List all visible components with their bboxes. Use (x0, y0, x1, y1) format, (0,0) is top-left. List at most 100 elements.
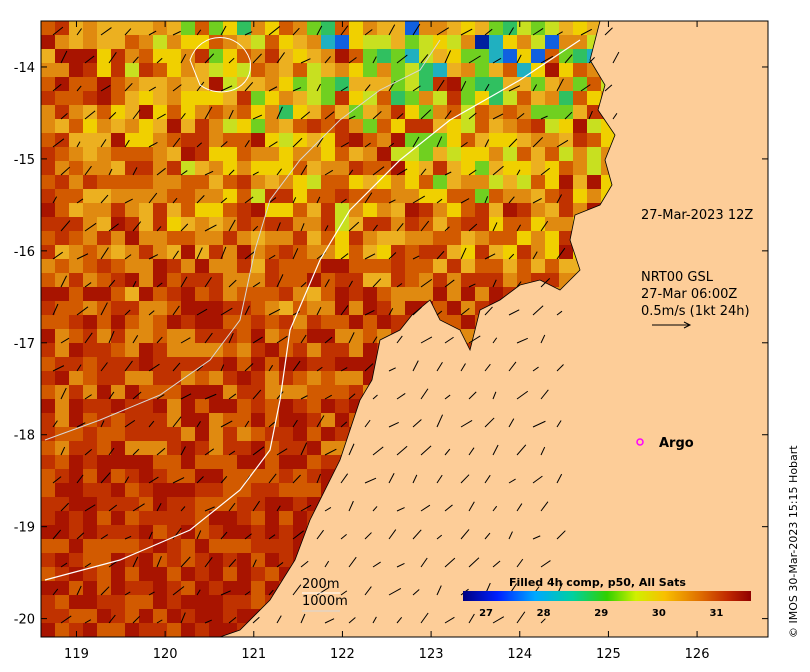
current-vector (556, 194, 563, 204)
sst-pixel (503, 259, 517, 273)
sst-pixel (307, 161, 321, 175)
current-vector (340, 421, 348, 428)
sst-pixel (279, 133, 293, 147)
sst-pixel (377, 287, 391, 301)
current-vector (292, 87, 302, 92)
current-vector (540, 446, 546, 456)
sst-pixel (55, 343, 69, 357)
current-vector (468, 55, 481, 64)
sst-pixel (55, 329, 69, 343)
current-vector (100, 420, 105, 428)
y-tick-label: -16 (14, 245, 35, 260)
current-vector (316, 473, 321, 484)
sst-pixel (139, 133, 153, 147)
sst-pixel (279, 371, 293, 385)
sst-pixel (195, 595, 209, 609)
current-vector (420, 336, 433, 344)
sst-pixel (209, 105, 223, 119)
sst-pixel (405, 231, 419, 245)
current-vector (396, 445, 408, 456)
sst-pixel (195, 147, 209, 161)
sst-pixel (111, 497, 125, 511)
current-vector (148, 420, 155, 428)
sst-pixel (307, 217, 321, 231)
contour-1000m-label: 1000m (302, 594, 348, 609)
sst-pixel (251, 245, 265, 259)
sst-pixel (335, 273, 349, 287)
current-vector (484, 363, 491, 372)
current-vector (396, 507, 405, 512)
sst-pixel (153, 609, 167, 623)
sst-pixel (209, 413, 223, 427)
current-vector (444, 171, 452, 176)
current-vector (180, 446, 186, 456)
sst-pixel (223, 245, 237, 259)
current-vector (108, 279, 116, 288)
sst-pixel (223, 287, 237, 301)
current-vector (468, 223, 478, 232)
sst-pixel (167, 161, 181, 175)
sst-pixel (55, 525, 69, 539)
sst-pixel (125, 581, 139, 595)
current-vector (412, 136, 420, 148)
sst-pixel (293, 231, 307, 245)
sst-pixel (265, 161, 279, 175)
current-vector (444, 448, 451, 456)
current-vector (412, 360, 419, 372)
sst-pixel (55, 399, 69, 413)
y-tick-label: -18 (14, 429, 35, 444)
current-vector (396, 617, 403, 624)
sst-pixel (237, 329, 251, 343)
sst-pixel (377, 175, 391, 189)
current-vector (244, 140, 250, 148)
sst-pixel (447, 49, 461, 63)
sst-pixel (195, 399, 209, 413)
sst-pixel (377, 203, 391, 217)
sst-pixel (181, 203, 195, 217)
sst-pixel (419, 21, 433, 35)
sst-pixel (531, 217, 545, 231)
sst-pixel (139, 329, 153, 343)
sst-pixel (517, 259, 531, 273)
sst-pixel (307, 147, 321, 161)
current-vector (108, 52, 117, 64)
current-vector (388, 252, 397, 260)
sst-pixel (363, 287, 377, 301)
sst-pixel (83, 483, 97, 497)
sst-pixel (83, 301, 97, 315)
current-vector (84, 504, 96, 512)
sst-pixel (391, 133, 405, 147)
sst-pixel (293, 371, 307, 385)
sst-pixel (111, 147, 125, 161)
sst-pixel (111, 133, 125, 147)
sst-pixel (195, 105, 209, 119)
sst-pixel (181, 77, 195, 91)
current-vector (228, 109, 234, 120)
sst-pixel (265, 469, 279, 483)
sst-pixel (83, 147, 97, 161)
sst-pixel (475, 63, 489, 77)
sst-pixel (111, 413, 125, 427)
sst-pixel (279, 35, 293, 49)
sst-pixel (167, 595, 181, 609)
sst-pixel (237, 595, 251, 609)
current-vector (372, 224, 378, 232)
sst-pixel (223, 91, 237, 105)
current-vector (436, 474, 443, 484)
sst-pixel (97, 49, 111, 63)
current-vector (540, 618, 546, 624)
current-vector (492, 391, 497, 400)
sst-pixel (517, 161, 531, 175)
sst-pixel (545, 133, 559, 147)
sst-pixel (125, 371, 139, 385)
current-vector (516, 503, 523, 512)
sst-pixel (349, 189, 363, 203)
current-vector (492, 113, 504, 120)
sst-pixel (335, 301, 349, 315)
sst-pixel (167, 329, 181, 343)
sst-pixel (545, 189, 559, 203)
current-vector (124, 419, 136, 428)
sst-pixel (195, 427, 209, 441)
sst-pixel (489, 189, 503, 203)
sst-pixel (97, 581, 111, 595)
